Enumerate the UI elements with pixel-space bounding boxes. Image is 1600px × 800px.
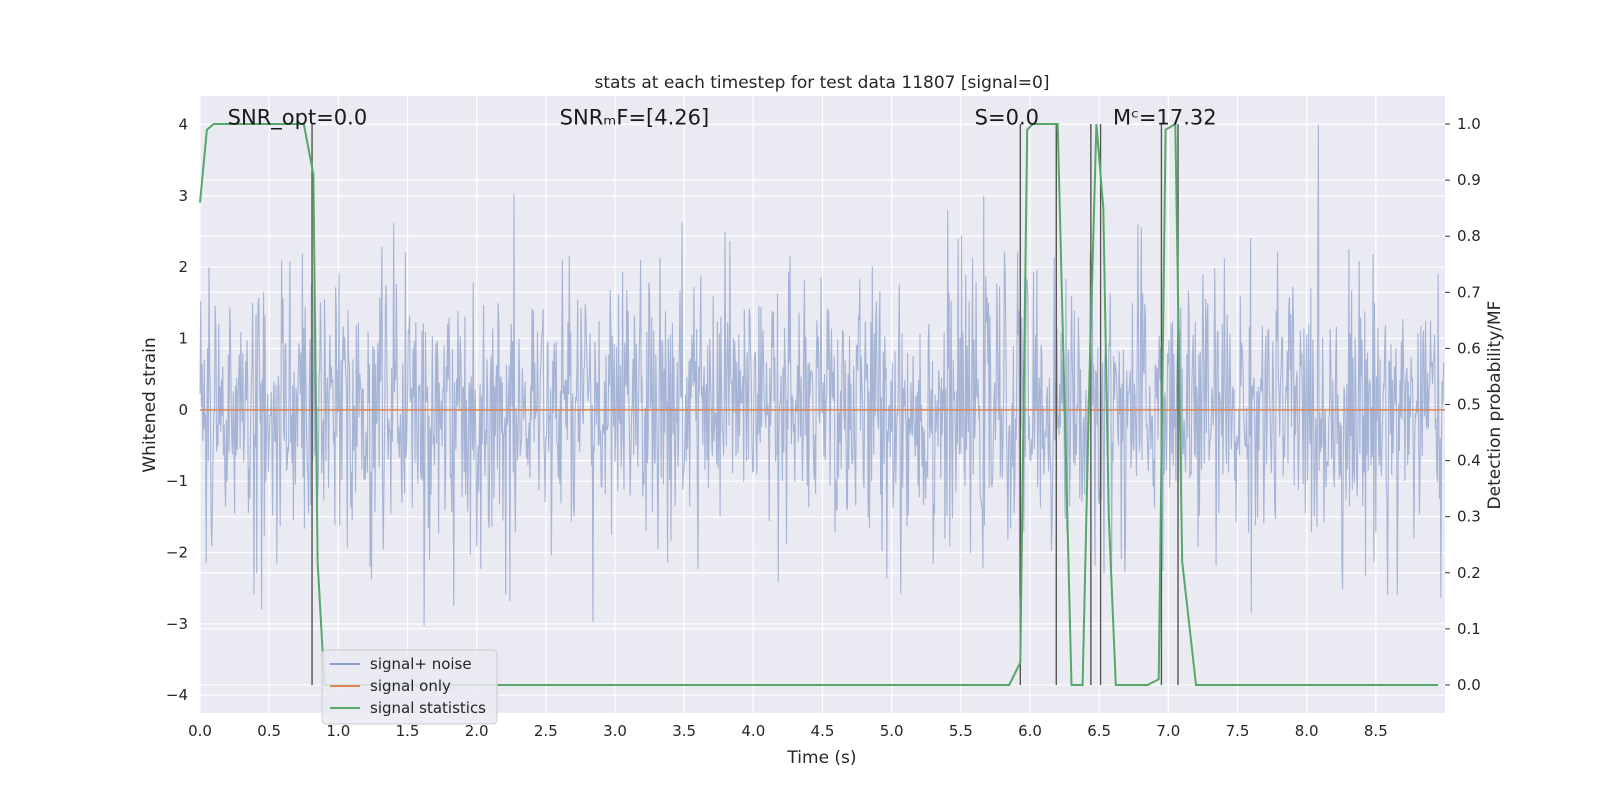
y-tick-label-right: 0.7: [1457, 283, 1481, 301]
x-tick-label: 4.0: [741, 722, 765, 740]
x-tick-label: 0.5: [257, 722, 281, 740]
x-tick-label: 4.5: [811, 722, 835, 740]
y-tick-label-left: 4: [178, 116, 188, 134]
x-axis-label: Time (s): [786, 748, 856, 768]
y-tick-label-right: 0.4: [1457, 452, 1481, 470]
x-tick-label: 2.5: [534, 722, 558, 740]
legend: signal+ noise signal only signal statist…: [321, 649, 498, 725]
signal-statistics-series: [199, 122, 1439, 686]
x-tick-label: 3.5: [672, 722, 696, 740]
signal-statistics-line: [199, 122, 1439, 686]
y-tick-label-left: 2: [178, 258, 188, 276]
y-axis-label-left: Whitened strain: [140, 337, 160, 472]
y-tick-label-right: 0.3: [1457, 508, 1481, 526]
x-tick-label: 6.0: [1018, 722, 1042, 740]
x-tick-label: 8.0: [1295, 722, 1319, 740]
y-tick-label-left: 0: [178, 401, 188, 419]
y-axis-label-right: Detection probability/MF: [1485, 301, 1505, 510]
y-tick-label-right: 0.8: [1457, 227, 1481, 245]
y-tick-label-left: −3: [166, 615, 188, 633]
chart-title: stats at each timestep for test data 118…: [595, 73, 1050, 93]
legend-box: [321, 649, 498, 725]
annotation-text: SNR_opt=0.0: [228, 105, 368, 130]
y-tick-label-right: 0.1: [1457, 620, 1481, 638]
x-tick-label: 3.0: [603, 722, 627, 740]
annotation-text: SNRₘF=[4.26]: [560, 105, 710, 129]
x-tick-label: 7.0: [1156, 722, 1180, 740]
annotation-text: S=0.0: [975, 105, 1039, 129]
x-tick-label: 6.5: [1087, 722, 1111, 740]
y-tick-label-left: −2: [166, 544, 188, 562]
y-tick-label-left: 1: [178, 330, 188, 348]
x-tick-label: 2.0: [465, 722, 489, 740]
x-tick-label: 0.0: [188, 722, 212, 740]
x-tick-label: 5.5: [949, 722, 973, 740]
legend-label-signal-only: signal only: [370, 677, 451, 695]
annotations: SNR_opt=0.0 SNRₘF=[4.26] S=0.0 Mᶜ=17.32: [228, 105, 1217, 130]
y-tick-label-right: 0.0: [1457, 676, 1481, 694]
legend-label-signal-statistics: signal statistics: [370, 699, 486, 717]
y-tick-label-right: 0.6: [1457, 339, 1481, 357]
legend-label-signal-noise: signal+ noise: [370, 655, 472, 673]
y-tick-label-left: −1: [166, 472, 188, 490]
x-tick-label: 8.5: [1364, 722, 1388, 740]
y-tick-label-right: 0.2: [1457, 564, 1481, 582]
tick-labels: 0.0 0.5 1.0 1.5 2.0 2.5 3.0 3.5 4.0 4.5 5.0 5.5 6.0 6…: [166, 115, 1481, 740]
x-tick-label: 7.5: [1226, 722, 1250, 740]
y-tick-label-left: −4: [166, 686, 188, 704]
y-tick-label-right: 0.9: [1457, 171, 1481, 189]
y-tick-label-left: 3: [178, 187, 188, 205]
signal-noise-series: [199, 124, 1445, 626]
x-tick-label: 1.0: [326, 722, 350, 740]
signal-noise-line: [199, 124, 1445, 626]
annotation-text: Mᶜ=17.32: [1113, 105, 1217, 129]
y-tick-label-right: 1.0: [1457, 115, 1481, 133]
x-tick-label: 1.5: [396, 722, 420, 740]
x-tick-label: 5.0: [880, 722, 904, 740]
y-tick-label-right: 0.5: [1457, 396, 1481, 414]
